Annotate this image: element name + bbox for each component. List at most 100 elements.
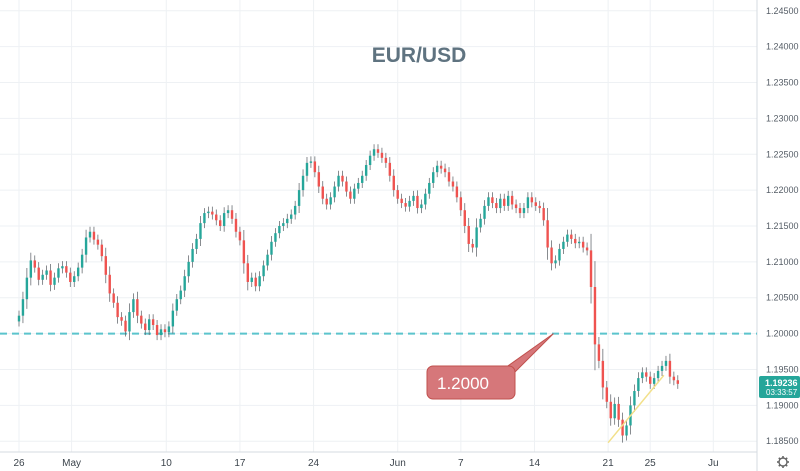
candle-body bbox=[242, 240, 246, 264]
candle-body bbox=[467, 226, 470, 244]
last-price-value: 1.19236 bbox=[765, 378, 798, 388]
candle-body bbox=[333, 186, 336, 198]
candle-body bbox=[613, 403, 616, 419]
candle-body bbox=[41, 274, 44, 280]
price-callout[interactable]: 1.2000 bbox=[426, 333, 554, 400]
price-tick-label: 1.21500 bbox=[766, 221, 799, 231]
last-price-countdown: 03:33:57 bbox=[766, 388, 798, 397]
candle-body bbox=[175, 299, 178, 311]
candle-body bbox=[76, 267, 80, 277]
candle-body bbox=[361, 175, 364, 183]
candle-body bbox=[412, 195, 415, 201]
candle-body bbox=[597, 344, 601, 361]
candle-body bbox=[479, 218, 482, 228]
candle-body bbox=[392, 175, 395, 191]
candle-body bbox=[487, 197, 490, 206]
last-price-box bbox=[759, 376, 800, 398]
candle-body bbox=[368, 155, 372, 166]
candle-body bbox=[668, 360, 672, 377]
candle-body bbox=[325, 198, 328, 205]
time-tick-label: 17 bbox=[234, 458, 246, 469]
candle-body bbox=[380, 152, 384, 158]
candle-body bbox=[124, 320, 127, 332]
candle-body bbox=[522, 208, 526, 214]
candle-body bbox=[439, 165, 443, 169]
candle-body bbox=[625, 425, 628, 436]
candle-body bbox=[144, 323, 147, 331]
candle-body bbox=[585, 247, 589, 251]
price-tick-label: 1.21000 bbox=[766, 257, 799, 267]
candle-body bbox=[218, 220, 222, 226]
candle-body bbox=[234, 218, 238, 232]
candle-body bbox=[84, 237, 88, 255]
candle-body bbox=[65, 266, 68, 273]
candle-body bbox=[140, 315, 143, 324]
candle-body bbox=[104, 256, 107, 275]
candle-body bbox=[435, 165, 439, 173]
candle-body bbox=[593, 286, 597, 345]
candle-body bbox=[542, 208, 545, 221]
time-tick-label: 21 bbox=[603, 458, 615, 469]
candle-body bbox=[262, 265, 265, 277]
candle-body bbox=[577, 241, 581, 244]
candle-body bbox=[238, 231, 242, 241]
trend-line[interactable] bbox=[607, 374, 665, 444]
candle-body bbox=[73, 276, 76, 282]
candle-body bbox=[195, 238, 198, 249]
candle-body bbox=[317, 172, 321, 187]
last-price-marker: 1.19236 03:33:57 bbox=[759, 376, 800, 398]
chart-title: EUR/USD bbox=[372, 44, 467, 67]
candle-body bbox=[286, 218, 289, 224]
candle-body bbox=[503, 198, 506, 206]
price-tick-label: 1.20500 bbox=[766, 293, 799, 303]
candle-body bbox=[313, 161, 317, 173]
candle-body bbox=[483, 205, 486, 219]
candle-body bbox=[29, 260, 33, 278]
candle-body bbox=[167, 326, 171, 333]
candle-body bbox=[609, 401, 612, 419]
candle-body bbox=[246, 263, 250, 282]
candle-body bbox=[80, 254, 84, 268]
candle-body bbox=[510, 195, 514, 205]
candle-body bbox=[353, 188, 356, 199]
candle-body bbox=[404, 203, 407, 207]
candle-body bbox=[309, 161, 313, 163]
candle-body bbox=[301, 175, 305, 191]
settings-gear-icon[interactable] bbox=[777, 456, 789, 468]
candle-body bbox=[649, 376, 652, 384]
candle-body bbox=[388, 162, 392, 176]
time-tick-label: May bbox=[62, 458, 81, 469]
candle-body bbox=[558, 248, 561, 261]
candle-body bbox=[420, 204, 423, 209]
price-tick-label: 1.19500 bbox=[766, 364, 799, 374]
candle-body bbox=[676, 380, 680, 384]
candle-body bbox=[416, 195, 419, 209]
candle-body bbox=[187, 261, 190, 277]
candle-body bbox=[432, 172, 435, 183]
candle-body bbox=[570, 234, 573, 239]
candle-body bbox=[499, 198, 502, 209]
candle-body bbox=[266, 254, 269, 266]
candle-body bbox=[297, 190, 301, 206]
price-tick-label: 1.20000 bbox=[766, 329, 799, 339]
candle-body bbox=[49, 270, 52, 285]
candle-body bbox=[207, 211, 210, 214]
candle-body bbox=[447, 172, 451, 182]
price-tick-label: 1.18500 bbox=[766, 436, 799, 446]
time-tick-label: 26 bbox=[13, 458, 25, 469]
candle-body bbox=[53, 277, 56, 285]
candle-body bbox=[534, 202, 537, 206]
candle-body bbox=[637, 378, 640, 392]
candle-body bbox=[554, 260, 557, 264]
candle-body bbox=[132, 299, 135, 313]
candle-body bbox=[270, 241, 273, 255]
candle-body bbox=[550, 247, 553, 264]
candle-body bbox=[92, 231, 96, 240]
candle-body bbox=[17, 315, 21, 322]
candle-body bbox=[37, 267, 40, 280]
candle-body bbox=[357, 182, 360, 189]
candle-body bbox=[341, 175, 344, 182]
candle-body bbox=[215, 214, 218, 221]
